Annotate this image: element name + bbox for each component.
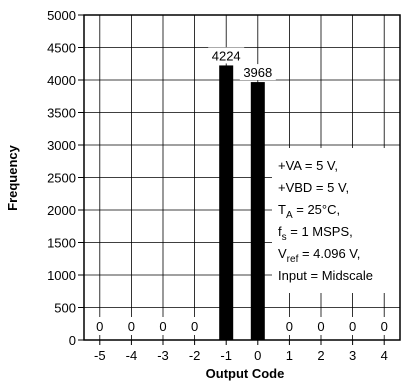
data-label: 0 <box>317 319 324 334</box>
bars <box>219 65 265 340</box>
y-tick-label: 2500 <box>47 171 76 186</box>
annotation-line: +VBD = 5 V, <box>278 180 349 195</box>
x-tick-label: -5 <box>94 348 106 363</box>
y-tick-label: 4500 <box>47 41 76 56</box>
y-tick-label: 500 <box>54 301 76 316</box>
y-tick-label: 1000 <box>47 268 76 283</box>
annotation-line: fs = 1 MSPS, <box>278 224 353 243</box>
data-label-bg <box>343 317 362 335</box>
y-tick-labels: 0 500 1000 1500 2000 2500 3000 3500 4000 4500 5000 <box>47 8 84 348</box>
data-label: 0 <box>159 319 166 334</box>
x-tick-label: 2 <box>317 348 324 363</box>
data-label: 0 <box>349 319 356 334</box>
data-label-bg <box>185 317 204 335</box>
annotation-line: Input = Midscale <box>278 268 373 283</box>
data-label: 0 <box>381 319 388 334</box>
x-tick-label: 3 <box>349 348 356 363</box>
data-label: 3968 <box>243 65 272 80</box>
x-tick-label: 0 <box>254 348 261 363</box>
y-tick-label: 5000 <box>47 8 76 23</box>
y-tick-label: 0 <box>69 333 76 348</box>
data-label-bg <box>90 317 109 335</box>
data-label-bg <box>208 47 245 64</box>
annotation-box <box>272 148 402 293</box>
y-tick-label: 3000 <box>47 138 76 153</box>
data-label: 4224 <box>212 48 241 63</box>
data-label-bg <box>122 317 141 335</box>
annotation-line: +VA = 5 V, <box>278 158 338 173</box>
annotation-line: TA = 25°C, <box>278 202 340 221</box>
x-tick-label: 1 <box>286 348 293 363</box>
x-tick-label: -2 <box>189 348 201 363</box>
data-label: 0 <box>191 319 198 334</box>
bar <box>250 82 265 340</box>
x-tick-label: -4 <box>126 348 138 363</box>
x-axis-title: Output Code <box>206 366 285 381</box>
x-tick-labels: -5 -4 -3 -2 -1 0 1 2 3 4 <box>94 340 388 363</box>
y-tick-label: 2000 <box>47 203 76 218</box>
y-tick-label: 4000 <box>47 73 76 88</box>
annotation: +VA = 5 V, +VBD = 5 V, TA = 25°C, fs = 1 MS… <box>278 158 373 283</box>
y-tick-label: 1500 <box>47 236 76 251</box>
y-tick-label: 3500 <box>47 106 76 121</box>
data-label-bg <box>239 64 276 81</box>
data-label-bg <box>154 317 172 335</box>
x-tick-label: -1 <box>220 348 232 363</box>
data-label-bg <box>375 317 394 335</box>
data-label-bg <box>280 317 299 335</box>
data-label: 0 <box>286 319 293 334</box>
x-tick-label: -3 <box>157 348 169 363</box>
data-label: 0 <box>128 319 135 334</box>
annotation-line: Vref = 4.096 V, <box>278 246 360 265</box>
y-axis-title: Frequency <box>5 144 20 211</box>
x-tick-label: 4 <box>381 348 388 363</box>
data-label: 0 <box>96 319 103 334</box>
data-label-bg <box>312 317 330 335</box>
bar <box>219 65 234 340</box>
